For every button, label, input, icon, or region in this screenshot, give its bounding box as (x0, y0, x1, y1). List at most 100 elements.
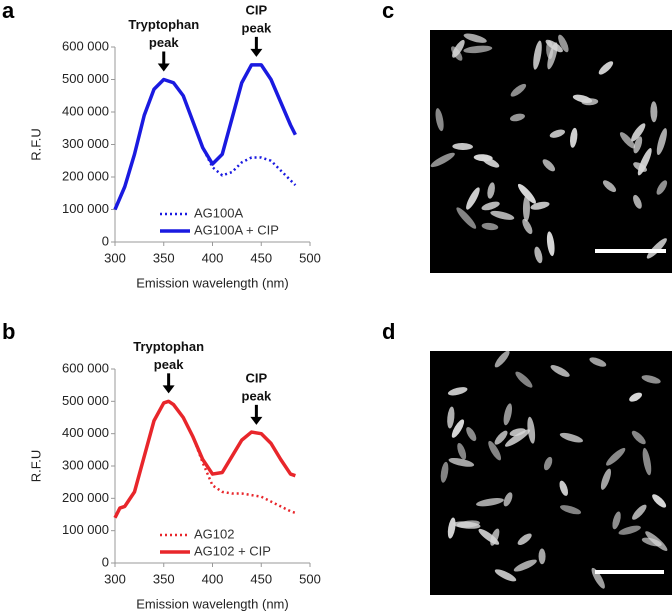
cell (631, 123, 646, 142)
cell (642, 447, 652, 476)
y-tick-label: 100 000 (62, 522, 109, 537)
x-tick-label: 350 (153, 250, 175, 265)
annotation: peak (149, 35, 179, 50)
cell (652, 494, 667, 508)
legend-label: AG102 (194, 526, 234, 541)
x-axis-label: Emission wavelength (nm) (136, 275, 288, 290)
cell (504, 429, 531, 447)
y-tick-label: 100 000 (62, 201, 109, 216)
cell (646, 238, 667, 259)
cell (612, 511, 621, 530)
line-series (113, 399, 296, 519)
line-series (113, 63, 297, 211)
annotation: CIP (246, 370, 268, 385)
cell (451, 419, 465, 438)
cell (430, 152, 455, 168)
cell (560, 505, 582, 515)
annotation: peak (154, 357, 184, 372)
cell (591, 567, 605, 589)
cell (600, 468, 611, 490)
y-tick-label: 500 000 (62, 71, 109, 86)
cell (650, 101, 658, 123)
cell (457, 442, 467, 460)
panel-label: c (382, 0, 394, 23)
arrow-head (162, 385, 175, 394)
arrow-head (250, 416, 263, 425)
legend-label: AG102 + CIP (194, 543, 271, 558)
cell (481, 222, 499, 231)
cell (569, 127, 578, 148)
cell (629, 392, 642, 402)
cell (559, 480, 569, 496)
cell (632, 504, 647, 520)
cell (546, 231, 555, 257)
y-tick-label: 0 (102, 554, 109, 569)
cell (559, 432, 583, 443)
x-tick-label: 400 (202, 250, 224, 265)
panel-label: d (382, 319, 395, 344)
cell (463, 45, 493, 54)
cell (549, 129, 566, 138)
annotation: peak (242, 20, 272, 35)
cell (510, 113, 525, 122)
cell (503, 492, 513, 507)
x-axis-label: Emission wavelength (nm) (136, 596, 288, 611)
annotation: Tryptophan (128, 17, 199, 32)
cell (598, 61, 614, 75)
micrograph (430, 351, 672, 595)
y-tick-label: 400 000 (62, 103, 109, 118)
y-tick-label: 400 000 (62, 425, 109, 440)
cell (435, 108, 444, 132)
y-tick-label: 300 000 (62, 457, 109, 472)
cell (550, 365, 570, 377)
cell (602, 180, 617, 193)
cell (490, 210, 515, 220)
cell (517, 533, 532, 546)
cell (463, 33, 487, 43)
cell (452, 143, 473, 151)
cell (440, 461, 449, 483)
cell (488, 440, 502, 461)
cell (543, 456, 553, 471)
cell (448, 458, 475, 467)
cell (631, 430, 646, 445)
cell (447, 387, 468, 396)
legend-label: AG100A (194, 205, 243, 220)
arrow-head (250, 48, 263, 57)
cell (633, 194, 642, 209)
cell (494, 430, 508, 445)
x-tick-label: 300 (104, 250, 126, 265)
cell (656, 128, 667, 156)
annotation: peak (242, 388, 272, 403)
cell (606, 447, 626, 466)
cell (476, 498, 504, 507)
cells (430, 33, 668, 589)
cell (515, 371, 533, 388)
arrow-head (157, 63, 170, 72)
cell (481, 201, 500, 211)
cell (478, 528, 500, 545)
cell (451, 46, 463, 61)
y-tick-label: 500 000 (62, 393, 109, 408)
cell (589, 357, 607, 367)
cell (456, 207, 477, 229)
y-tick-label: 600 000 (62, 38, 109, 53)
annotation: Tryptophan (133, 339, 204, 354)
cell (466, 187, 480, 210)
cell (456, 520, 480, 528)
panel-label: a (2, 0, 15, 23)
y-tick-label: 200 000 (62, 490, 109, 505)
y-tick-label: 300 000 (62, 136, 109, 151)
cell (513, 559, 537, 572)
cell (572, 94, 593, 103)
legend-label: AG100A + CIP (194, 222, 279, 237)
cell (494, 569, 517, 582)
x-tick-label: 500 (299, 571, 321, 586)
cell (466, 427, 477, 442)
x-tick-label: 450 (250, 250, 272, 265)
cell (645, 531, 668, 551)
cell (656, 180, 668, 195)
cell (530, 201, 550, 210)
panel-label: b (2, 319, 15, 344)
y-tick-label: 600 000 (62, 360, 109, 375)
